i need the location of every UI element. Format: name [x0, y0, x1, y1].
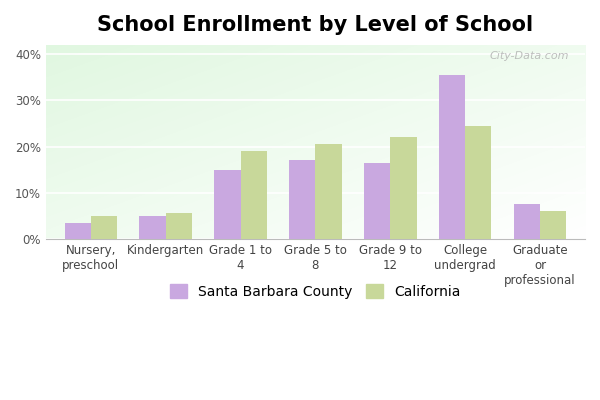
Bar	[465, 126, 491, 239]
Bar	[514, 204, 540, 239]
Bar	[166, 214, 192, 239]
Text: City-Data.com: City-Data.com	[490, 51, 569, 61]
Title: School Enrollment by Level of School: School Enrollment by Level of School	[97, 15, 533, 35]
Bar	[364, 163, 391, 239]
Bar	[214, 170, 241, 239]
Bar	[65, 223, 91, 239]
Bar	[316, 144, 341, 239]
Bar	[139, 216, 166, 239]
Bar	[289, 160, 316, 239]
Bar	[540, 211, 566, 239]
Bar	[439, 75, 465, 239]
Bar	[91, 216, 117, 239]
Bar	[391, 137, 416, 239]
Bar	[241, 151, 267, 239]
Legend: Santa Barbara County, California: Santa Barbara County, California	[163, 277, 467, 306]
